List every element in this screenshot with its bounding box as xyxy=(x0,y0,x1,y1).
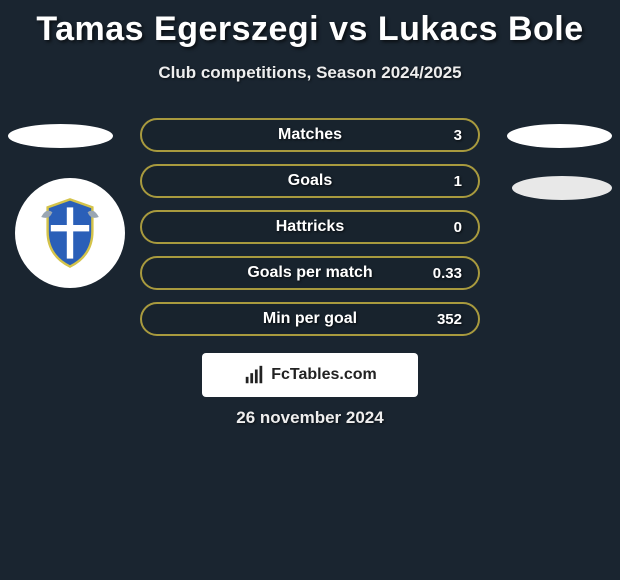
club-crest xyxy=(15,178,125,288)
subtitle: Club competitions, Season 2024/2025 xyxy=(0,63,620,83)
shield-icon xyxy=(30,193,110,273)
stat-row-matches: Matches 3 xyxy=(140,118,480,152)
stat-label: Matches xyxy=(278,126,342,144)
stat-label: Hattricks xyxy=(276,218,344,236)
footer-brand-box: FcTables.com xyxy=(202,353,418,397)
stat-value: 3 xyxy=(454,127,462,144)
stats-panel: Matches 3 Goals 1 Hattricks 0 Goals per … xyxy=(140,118,480,348)
left-player-oval xyxy=(8,124,113,148)
date-text: 26 november 2024 xyxy=(0,408,620,428)
footer-brand-text: FcTables.com xyxy=(271,366,377,384)
page-title: Tamas Egerszegi vs Lukacs Bole xyxy=(0,0,620,49)
stat-label: Min per goal xyxy=(263,310,357,328)
right-player-oval-2 xyxy=(512,176,612,200)
right-player-oval-1 xyxy=(507,124,612,148)
stat-value: 352 xyxy=(437,311,462,328)
stat-row-min-per-goal: Min per goal 352 xyxy=(140,302,480,336)
chart-icon xyxy=(243,364,265,386)
stat-value: 0 xyxy=(454,219,462,236)
stat-row-goals-per-match: Goals per match 0.33 xyxy=(140,256,480,290)
stat-row-goals: Goals 1 xyxy=(140,164,480,198)
stat-value: 0.33 xyxy=(433,265,462,282)
stat-value: 1 xyxy=(454,173,462,190)
stat-label: Goals xyxy=(288,172,332,190)
stat-label: Goals per match xyxy=(247,264,372,282)
stat-row-hattricks: Hattricks 0 xyxy=(140,210,480,244)
